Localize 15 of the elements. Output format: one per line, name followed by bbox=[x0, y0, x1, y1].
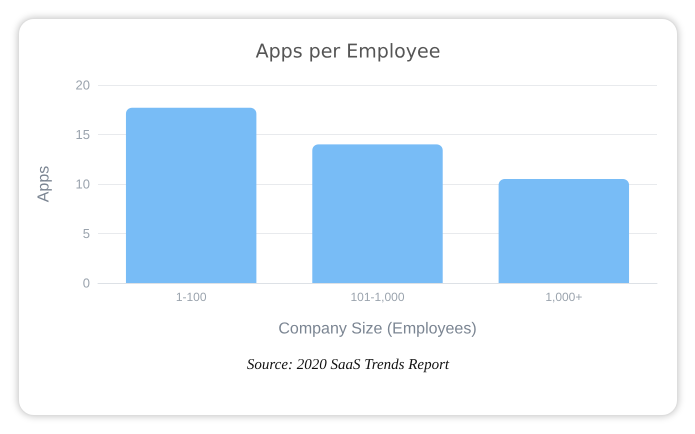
y-axis-title: Apps bbox=[36, 166, 52, 202]
y-tick-label: 5 bbox=[82, 226, 90, 241]
y-tick-label: 10 bbox=[76, 176, 90, 192]
y-tick-label: 0 bbox=[82, 276, 90, 290]
y-tick-label: 20 bbox=[76, 78, 90, 92]
y-tick-label: 15 bbox=[76, 127, 90, 142]
bar bbox=[498, 179, 630, 283]
x-axis-title: Company Size (Employees) bbox=[278, 320, 477, 338]
x-tick-label: 101-1,000 bbox=[350, 290, 405, 304]
x-tick-label: 1,000+ bbox=[545, 290, 582, 304]
source-note: Source: 2020 SaaS Trends Report bbox=[246, 357, 450, 374]
x-tick-label: 1-100 bbox=[176, 290, 207, 304]
chart-title: Apps per Employee bbox=[256, 40, 440, 62]
bar bbox=[126, 108, 256, 283]
bar bbox=[312, 144, 443, 283]
